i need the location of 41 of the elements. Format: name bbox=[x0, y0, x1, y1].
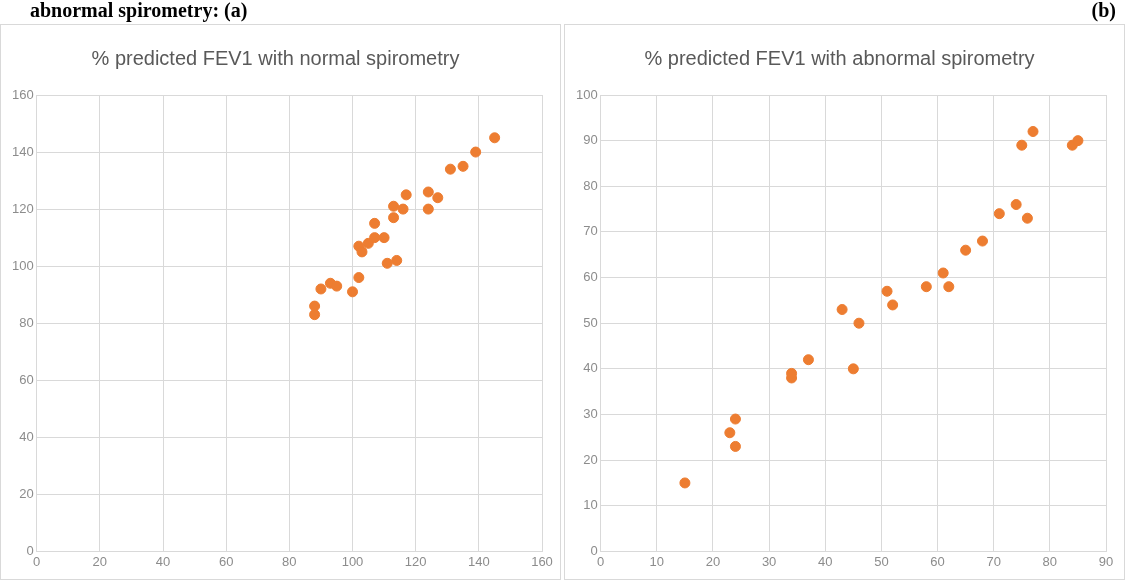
y-tick-label: 60 bbox=[583, 269, 598, 285]
y-tick-label: 40 bbox=[19, 428, 34, 444]
y-tick-label: 160 bbox=[11, 86, 34, 102]
x-tick-label: 140 bbox=[467, 553, 490, 569]
x-tick-label: 60 bbox=[218, 553, 234, 569]
x-tick-label: 40 bbox=[155, 553, 171, 569]
x-tick-label: 20 bbox=[92, 553, 108, 569]
x-tick-label: 50 bbox=[874, 553, 889, 569]
y-tick-label: 10 bbox=[583, 497, 598, 513]
y-tick-label: 0 bbox=[590, 542, 598, 558]
text: (b) bbox=[1091, 0, 1116, 22]
x-tick-label: 160 bbox=[531, 553, 553, 569]
y-tick-label: 20 bbox=[19, 485, 34, 501]
text: abnormal spirometry: (a) bbox=[30, 0, 248, 22]
x-tick-label: 20 bbox=[705, 553, 721, 569]
y-tick-label: 80 bbox=[583, 177, 598, 193]
y-tick-label: 50 bbox=[583, 314, 598, 330]
x-tick-label: 80 bbox=[282, 553, 297, 569]
y-tick-label: 0 bbox=[26, 542, 34, 558]
y-tick-label: 60 bbox=[19, 371, 34, 387]
y-tick-label: 100 bbox=[11, 257, 34, 273]
x-tick-label: 60 bbox=[930, 553, 945, 569]
y-tick-label: 100 bbox=[575, 86, 598, 102]
x-tick-label: 70 bbox=[986, 553, 1001, 569]
y-tick-label: 40 bbox=[583, 360, 598, 376]
x-tick-label: 30 bbox=[761, 553, 777, 569]
y-tick-label: 140 bbox=[11, 143, 34, 159]
y-tick-label: 30 bbox=[583, 406, 598, 422]
x-tick-label: 90 bbox=[1098, 553, 1114, 569]
y-tick-label: 20 bbox=[583, 451, 598, 467]
x-tick-label: 80 bbox=[1042, 553, 1058, 569]
y-tick-label: 120 bbox=[11, 200, 34, 216]
x-tick-label: 40 bbox=[818, 553, 833, 569]
x-tick-label: 10 bbox=[649, 553, 665, 569]
chart-title: % predicted FEV1 with normal spirometry bbox=[91, 46, 460, 69]
chart-title: % predicted FEV1 with abnormal spirometry bbox=[644, 46, 1035, 69]
y-tick-label: 70 bbox=[583, 223, 598, 239]
y-tick-label: 80 bbox=[19, 314, 34, 330]
x-tick-label: 120 bbox=[404, 553, 427, 569]
x-tick-label: 100 bbox=[341, 553, 364, 569]
y-tick-label: 90 bbox=[583, 132, 598, 148]
